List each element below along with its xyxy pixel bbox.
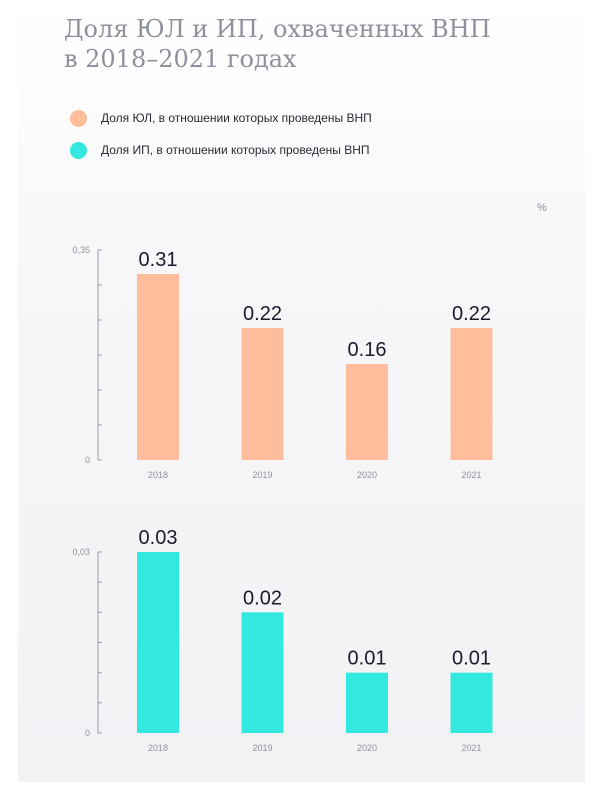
- legend-swatch-ip: [70, 141, 87, 159]
- bar-ip-2019: [241, 612, 284, 733]
- legend: Доля ЮЛ, в отношении которых проведены В…: [70, 108, 372, 172]
- bar-ip-2021: [450, 672, 493, 733]
- x-tick-label-ip-2020: 2020: [357, 743, 377, 753]
- data-label-yl-2018: 0.31: [139, 249, 178, 271]
- bar-yl-2018: [137, 274, 179, 460]
- y-tick-label-zero-yl: 0: [85, 455, 90, 465]
- title-line-1: Доля ЮЛ и ИП, охваченных ВНП: [64, 15, 491, 43]
- y-tick-label-zero-ip: 0: [85, 728, 90, 738]
- bar-ip-2018: [137, 552, 179, 733]
- chart-title: Доля ЮЛ и ИП, охваченных ВНП в 2018–2021…: [64, 14, 564, 74]
- x-tick-label-ip-2019: 2019: [252, 743, 272, 753]
- x-tick-label-ip-2018: 2018: [148, 743, 168, 753]
- data-label-ip-2020: 0.01: [348, 648, 387, 670]
- x-tick-label-yl-2018: 2018: [148, 470, 168, 480]
- data-label-yl-2021: 0.22: [452, 303, 491, 325]
- bar-ip-2020: [346, 672, 388, 733]
- bar-yl-2020: [346, 364, 388, 460]
- data-label-ip-2018: 0.03: [139, 527, 178, 549]
- bar-yl-2021: [450, 328, 493, 460]
- legend-item-ip: Доля ИП, в отношении которых проведены В…: [70, 140, 372, 160]
- legend-label-yl: Доля ЮЛ, в отношении которых проведены В…: [101, 111, 372, 125]
- legend-item-yl: Доля ЮЛ, в отношении которых проведены В…: [70, 108, 372, 128]
- y-tick-label-max-yl: 0,35: [72, 245, 90, 255]
- data-label-ip-2019: 0.02: [243, 587, 282, 609]
- legend-label-ip: Доля ИП, в отношении которых проведены В…: [101, 143, 370, 157]
- y-tick-label-max-ip: 0,03: [72, 547, 90, 557]
- x-tick-label-yl-2021: 2021: [461, 470, 481, 480]
- x-tick-label-yl-2020: 2020: [357, 470, 377, 480]
- x-tick-label-yl-2019: 2019: [252, 470, 272, 480]
- x-tick-label-ip-2021: 2021: [461, 743, 481, 753]
- data-label-ip-2021: 0.01: [452, 648, 491, 670]
- legend-swatch-yl: [70, 109, 87, 127]
- bar-yl-2019: [241, 328, 284, 460]
- data-label-yl-2020: 0.16: [348, 339, 387, 361]
- unit-label: %: [537, 202, 547, 214]
- data-label-yl-2019: 0.22: [243, 303, 282, 325]
- title-line-2: в 2018–2021 годах: [64, 45, 297, 73]
